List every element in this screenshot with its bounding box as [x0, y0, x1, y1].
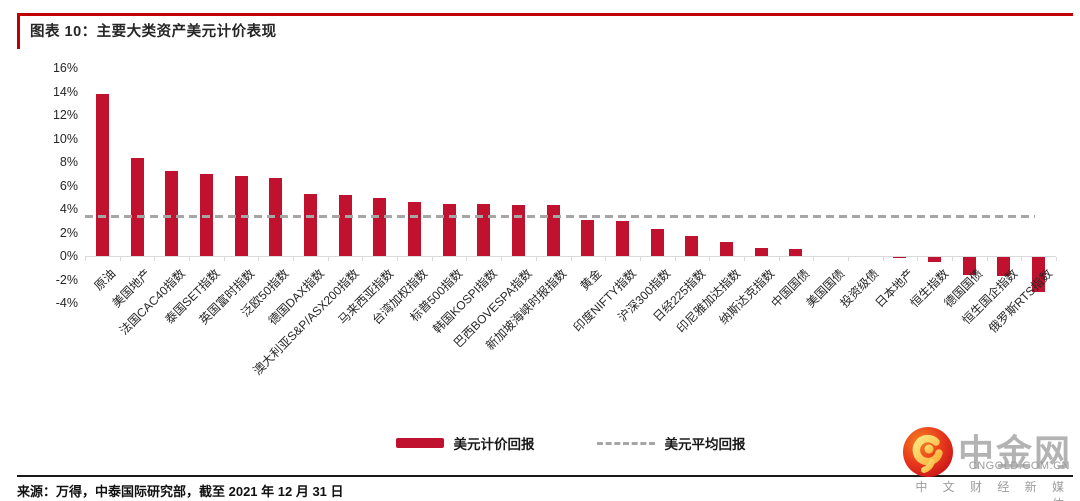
x-axis-tick-mark: [917, 257, 919, 261]
legend-label: 美元平均回报: [664, 437, 746, 452]
x-axis-tick-mark: [847, 257, 849, 261]
bar: [338, 194, 352, 256]
top-red-rule: [17, 13, 1073, 16]
x-axis-label: 原油: [91, 266, 119, 294]
bar: [928, 257, 942, 262]
bar: [511, 205, 525, 256]
x-axis-tick-mark: [778, 257, 780, 261]
figure-title: 图表 10：主要大类资产美元计价表现: [30, 24, 277, 40]
x-axis-tick-mark: [293, 257, 295, 261]
x-axis-tick-mark: [85, 257, 86, 261]
bar: [685, 236, 699, 256]
x-axis-tick-mark: [1021, 257, 1023, 261]
y-axis-tick-label: 12%: [52, 108, 78, 122]
bar: [1032, 257, 1046, 293]
bar: [407, 201, 421, 256]
y-axis-tick-label: 6%: [59, 178, 78, 193]
logo-domain: CNGOLD.COM.CN: [968, 460, 1070, 472]
x-axis-tick-mark: [223, 257, 225, 261]
dashed-line-swatch: [596, 441, 655, 445]
x-axis-label: 黄金: [577, 266, 605, 294]
y-axis-tick-label: 10%: [52, 131, 78, 146]
x-axis-tick-mark: [466, 257, 468, 261]
legend-item-usd-average: 美元平均回报: [596, 433, 746, 453]
x-axis-tick-mark: [501, 257, 503, 261]
bar: [789, 248, 803, 256]
logo-wordmark: 中金网: [958, 432, 1073, 473]
x-axis-tick-mark: [431, 257, 433, 261]
bar: [997, 257, 1011, 276]
x-axis-tick-mark: [813, 257, 815, 261]
bar: [95, 93, 109, 256]
bar: [616, 220, 630, 256]
y-axis-tick-label: 4%: [59, 202, 78, 216]
x-axis-tick-mark: [743, 257, 745, 261]
bar: [477, 204, 491, 256]
x-axis-line: [85, 256, 1056, 257]
cngold-logo: 中金网 CNGOLD.COM.CN 中 文 财 经 新 媒 体: [898, 420, 1073, 501]
bar: [893, 257, 907, 259]
x-axis-tick-mark: [258, 257, 260, 261]
legend-label: 美元计价回报: [453, 437, 535, 452]
cngold-cloud-icon: [903, 427, 953, 477]
bar: [130, 158, 144, 256]
x-axis-tick-mark: [535, 257, 537, 261]
x-axis-tick-mark: [327, 257, 329, 261]
source-note: 来源：万得，中泰国际研究部，截至 2021 年 12 月 31 日: [17, 484, 344, 499]
left-red-rule: [17, 13, 20, 49]
bar-series-swatch: [395, 438, 444, 448]
bar: [962, 257, 976, 275]
bar: [303, 193, 317, 256]
y-axis-tick-label: 0%: [59, 249, 78, 263]
bar: [581, 219, 595, 256]
x-axis-tick-mark: [674, 257, 676, 261]
bar: [650, 228, 664, 256]
footer-divider-rule: [17, 475, 1073, 477]
x-axis-tick-mark: [397, 257, 399, 261]
x-axis-tick-mark: [1056, 257, 1057, 261]
bar: [373, 198, 387, 256]
x-axis-tick-mark: [570, 257, 572, 261]
x-axis-tick-mark: [639, 257, 641, 261]
x-axis-tick-mark: [882, 257, 884, 261]
y-axis-tick-label: 14%: [52, 84, 78, 99]
x-axis-tick-mark: [189, 257, 191, 261]
x-axis-tick-mark: [362, 257, 364, 261]
bar: [720, 241, 734, 256]
y-axis-tick-label: 16%: [52, 61, 78, 75]
y-axis-tick-label: 8%: [59, 155, 78, 169]
average-return-line: [85, 215, 1035, 219]
x-axis-tick-mark: [605, 257, 607, 261]
y-axis-tick-label: 2%: [59, 225, 78, 240]
bar: [754, 247, 768, 256]
x-axis-tick-mark: [986, 257, 988, 261]
legend-item-usd-return: 美元计价回报: [395, 433, 535, 453]
x-axis-tick-mark: [154, 257, 156, 261]
x-axis-tick-mark: [119, 257, 121, 261]
bar-chart-plot-area: 原油 美国地产 法国CAC40指数 泰国SET指数 英国富时指数 泛欧50指数 德国DAX指…: [85, 68, 1057, 378]
y-axis-tick-label: -4%: [55, 296, 78, 310]
chart-legend: 美元计价回报 美元平均回报: [85, 433, 1056, 453]
x-axis-tick-mark: [951, 257, 953, 261]
y-axis: 16% 14% 12% 10% 8% 6% 4% 2% 0% -2% -4%: [30, 61, 78, 310]
logo-tagline: 中 文 财 经 新 媒 体: [915, 480, 1070, 501]
bar: [546, 205, 560, 256]
bar: [165, 171, 179, 256]
bar: [199, 173, 213, 256]
y-axis-tick-label: -2%: [55, 272, 78, 287]
bar: [442, 204, 456, 256]
x-axis-tick-mark: [709, 257, 711, 261]
